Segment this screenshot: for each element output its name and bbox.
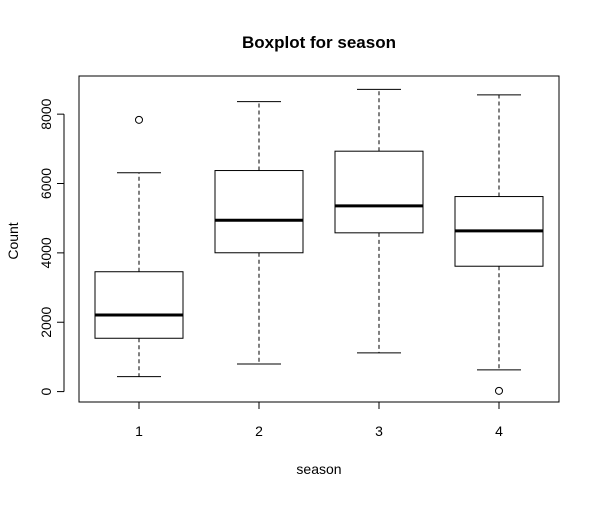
outlier-point	[495, 386, 503, 395]
box-group-season-1	[94, 115, 184, 378]
y-axis: 0 2000 4000 6000 8000	[38, 98, 65, 395]
outlier-point	[135, 115, 143, 124]
box-group-season-3	[334, 88, 424, 354]
boxes-layer	[94, 88, 544, 395]
iqr-box	[214, 170, 304, 254]
box-group-season-2	[214, 101, 304, 365]
iqr-box	[94, 271, 184, 339]
y-tick-label: 8000	[38, 98, 54, 129]
y-tick-label: 2000	[38, 306, 54, 337]
iqr-box	[334, 150, 424, 234]
x-axis-label: season	[296, 461, 341, 477]
y-tick-label: 6000	[38, 168, 54, 199]
x-tick-label: 4	[495, 423, 503, 439]
y-axis-label: Count	[5, 222, 21, 259]
x-tick-label: 3	[375, 423, 383, 439]
chart-title: Boxplot for season	[242, 33, 396, 52]
box-group-season-4	[454, 94, 544, 395]
y-tick-label: 4000	[38, 237, 54, 268]
y-tick-label: 0	[38, 387, 54, 395]
x-axis: 1 2 3 4	[135, 401, 503, 439]
x-tick-label: 2	[255, 423, 263, 439]
x-tick-label: 1	[135, 423, 143, 439]
